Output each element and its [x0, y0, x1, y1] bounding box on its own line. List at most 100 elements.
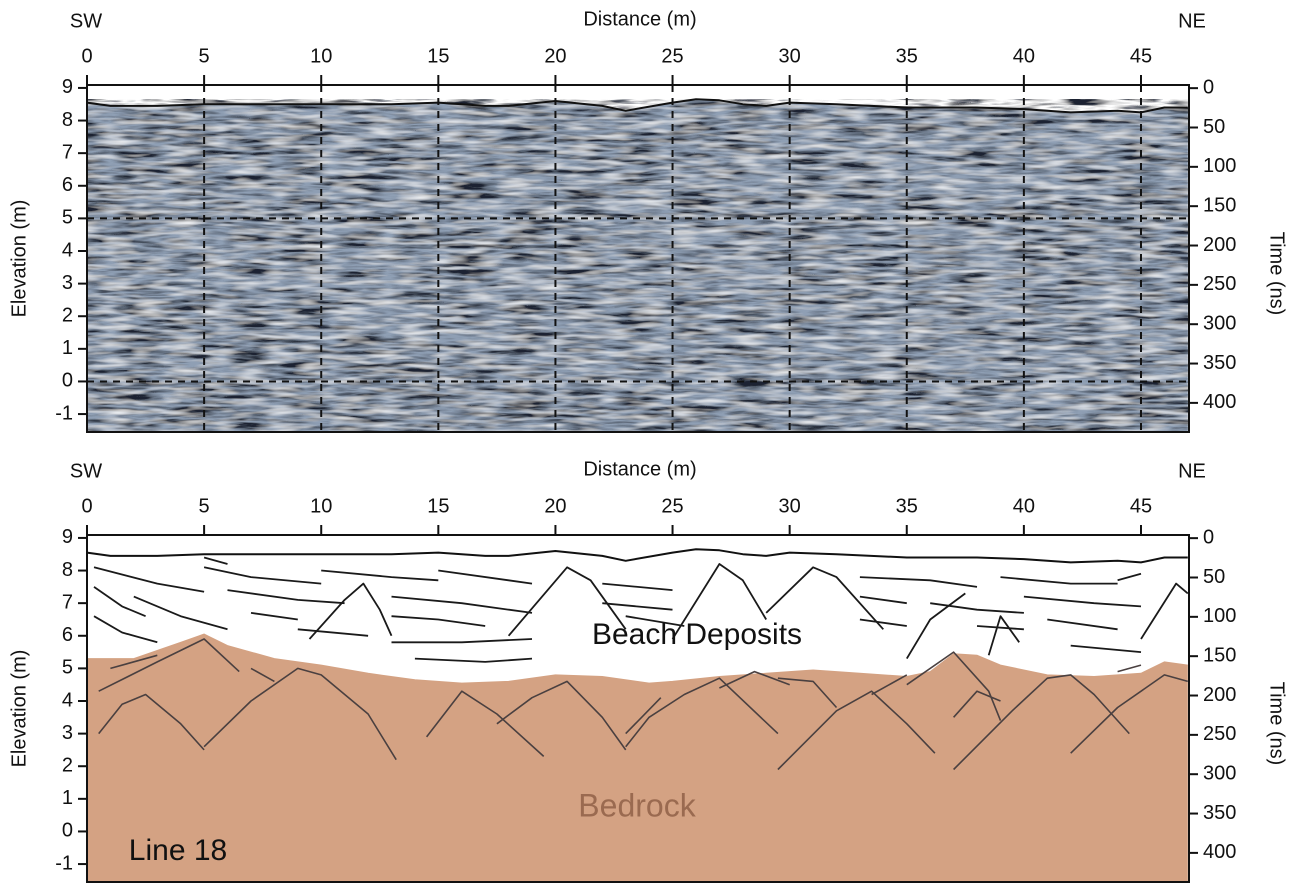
y-tick-label: 2 [62, 305, 73, 327]
x-tick-label: 30 [779, 45, 801, 67]
y-tick-label: 3 [62, 722, 73, 744]
x-tick-label: 0 [81, 495, 92, 517]
reflector [251, 613, 298, 620]
y-tick-label: 6 [62, 174, 73, 196]
reflector [1047, 620, 1117, 630]
reflector [977, 626, 1024, 629]
y-tick-label: 5 [62, 657, 73, 679]
reflector [321, 571, 438, 581]
reflector [134, 597, 228, 630]
y-tick-label: -1 [55, 852, 73, 874]
reflector [392, 616, 486, 626]
reflector [602, 584, 672, 591]
y-tick-label: 3 [62, 272, 73, 294]
ground-surface [87, 549, 1188, 562]
x-tick-label: 10 [310, 45, 332, 67]
x-tick-label: 20 [544, 495, 566, 517]
y2-tick-label: 150 [1203, 194, 1236, 216]
reflector [204, 567, 321, 583]
y2-tick-label: 350 [1203, 352, 1236, 374]
reflector [228, 590, 345, 603]
y2-tick-label: 400 [1203, 841, 1236, 863]
reflector [298, 629, 368, 636]
y-tick-label: 8 [62, 559, 73, 581]
x-axis-title: Distance (m) [583, 458, 696, 480]
reflector [1024, 597, 1141, 607]
y-tick-label: -1 [55, 402, 73, 424]
x-tick-label: 25 [661, 495, 683, 517]
x-tick-label: 15 [427, 495, 449, 517]
y2-axis-title: Time (ns) [1266, 232, 1288, 316]
figure: 051015202530354045-101234567890501001502… [0, 0, 1295, 884]
x-tick-label: 5 [199, 45, 210, 67]
reflector [415, 659, 532, 662]
y2-tick-label: 50 [1203, 116, 1225, 138]
y-tick-label: 4 [62, 689, 73, 711]
x-tick-label: 30 [779, 495, 801, 517]
reflector [1118, 574, 1141, 581]
y-axis-title: Elevation (m) [8, 650, 30, 768]
reflector [1001, 577, 1118, 584]
reflector [94, 587, 146, 616]
reflector [1071, 646, 1141, 653]
y-tick-label: 1 [62, 787, 73, 809]
x-tick-label: 45 [1130, 495, 1152, 517]
y-tick-label: 8 [62, 109, 73, 131]
reflector [438, 571, 532, 584]
y2-tick-label: 100 [1203, 155, 1236, 177]
reflector [860, 577, 977, 587]
x-tick-label: 40 [1013, 45, 1035, 67]
direction-label: NE [1178, 460, 1206, 482]
x-tick-label: 10 [310, 495, 332, 517]
y2-tick-label: 0 [1203, 526, 1214, 548]
y-tick-label: 5 [62, 207, 73, 229]
x-tick-label: 20 [544, 45, 566, 67]
x-tick-label: 0 [81, 45, 92, 67]
y-tick-label: 1 [62, 337, 73, 359]
reflector [989, 616, 1020, 655]
x-tick-label: 5 [199, 495, 210, 517]
x-tick-label: 35 [896, 495, 918, 517]
direction-label: SW [70, 10, 102, 32]
reflector [94, 616, 157, 642]
y2-tick-label: 350 [1203, 802, 1236, 824]
x-tick-label: 45 [1130, 45, 1152, 67]
y2-tick-label: 300 [1203, 312, 1236, 334]
direction-label: SW [70, 460, 102, 482]
y-axis-title: Elevation (m) [8, 200, 30, 318]
reflector [860, 597, 907, 604]
y-tick-label: 9 [62, 76, 73, 98]
x-tick-label: 40 [1013, 495, 1035, 517]
y-tick-label: 9 [62, 526, 73, 548]
annotation: Line 18 [129, 834, 227, 867]
y-tick-label: 7 [62, 141, 73, 163]
y-tick-label: 0 [62, 370, 73, 392]
y2-tick-label: 250 [1203, 273, 1236, 295]
y2-tick-label: 100 [1203, 605, 1236, 627]
reflector [204, 558, 227, 565]
y2-tick-label: 50 [1203, 566, 1225, 588]
reflector [1141, 584, 1188, 639]
y-tick-label: 7 [62, 591, 73, 613]
y2-axis-title: Time (ns) [1266, 682, 1288, 766]
annotation: Beach Deposits [592, 618, 802, 651]
x-tick-label: 15 [427, 45, 449, 67]
y2-tick-label: 250 [1203, 723, 1236, 745]
annotation: Bedrock [578, 787, 696, 823]
y-tick-label: 4 [62, 239, 73, 261]
x-tick-label: 25 [661, 45, 683, 67]
y2-tick-label: 150 [1203, 644, 1236, 666]
bedrock-reflector [1118, 665, 1141, 672]
y-tick-label: 6 [62, 624, 73, 646]
y2-tick-label: 200 [1203, 684, 1236, 706]
x-tick-label: 35 [896, 45, 918, 67]
reflector [602, 603, 672, 610]
reflector [392, 597, 533, 613]
y2-tick-label: 300 [1203, 762, 1236, 784]
y2-tick-label: 0 [1203, 76, 1214, 98]
x-axis-title: Distance (m) [583, 8, 696, 30]
reflector [94, 567, 204, 591]
reflector [392, 639, 533, 642]
y-tick-label: 0 [62, 820, 73, 842]
bedrock [87, 634, 1188, 882]
